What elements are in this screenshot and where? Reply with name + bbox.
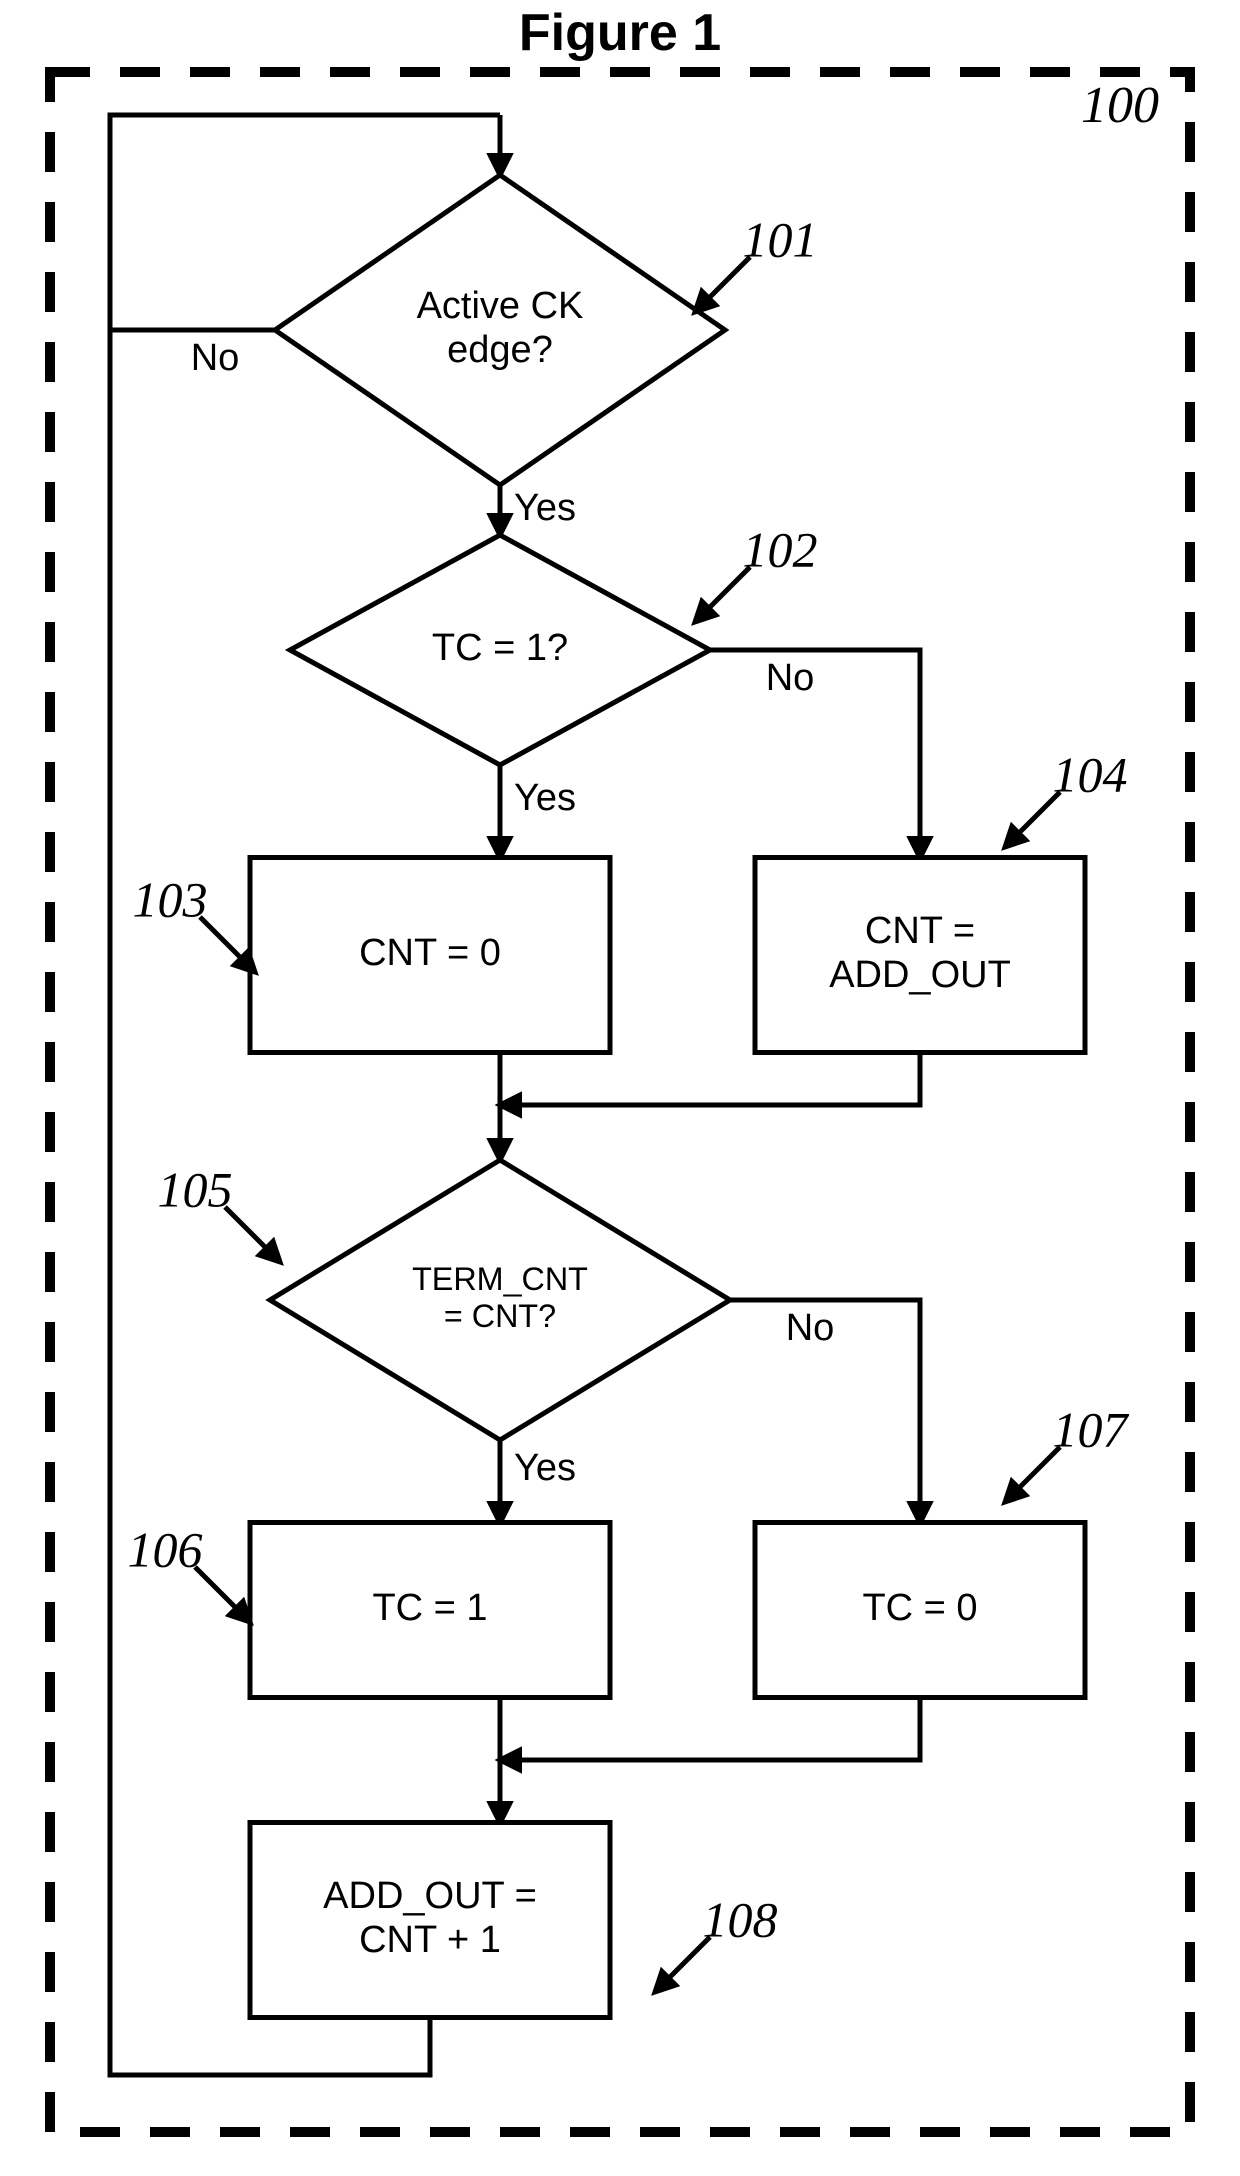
ref-arrow-103	[200, 917, 255, 972]
node-text-d102-0: TC = 1?	[432, 627, 568, 669]
ref-arrow-108	[655, 1937, 710, 1992]
node-text-d101-1: edge?	[447, 329, 553, 371]
node-text-r108-0: ADD_OUT =	[323, 1875, 537, 1917]
flowchart-diagram: Figure 1 100 Yes No Yes No Yes No Active CKedge?…	[0, 0, 1240, 2176]
ref-arrow-101	[695, 257, 750, 312]
ref-label-101: 101	[743, 211, 818, 267]
ref-label-104: 104	[1053, 746, 1128, 802]
edge-e_104_merge	[500, 1052, 920, 1105]
ref-label-108: 108	[703, 1891, 778, 1947]
node-d101: Active CKedge?	[275, 175, 725, 485]
ref-arrow-104	[1005, 792, 1060, 847]
node-r106: TC = 1	[250, 1523, 610, 1698]
node-text-r106-0: TC = 1	[372, 1587, 487, 1629]
edge-label-e_105_yes: Yes	[514, 1447, 576, 1489]
ref-label-107: 107	[1053, 1401, 1130, 1457]
edge-label-e_101_yes: Yes	[514, 487, 576, 529]
node-r104: CNT =ADD_OUT	[755, 858, 1085, 1053]
node-text-d105-1: = CNT?	[444, 1298, 556, 1334]
node-text-r103-0: CNT = 0	[359, 932, 501, 974]
node-d105: TERM_CNT= CNT?	[270, 1160, 730, 1440]
node-r103: CNT = 0	[250, 858, 610, 1053]
edge-e_107_merge	[500, 1698, 920, 1760]
ref-label-102: 102	[743, 521, 818, 577]
ref-label-103: 103	[133, 871, 208, 927]
ref-label-105: 105	[158, 1161, 233, 1217]
edge-label-e_102_no: No	[766, 657, 815, 699]
ref-arrow-105	[225, 1207, 280, 1262]
node-r108: ADD_OUT =CNT + 1	[250, 1823, 610, 2018]
node-text-r104-1: ADD_OUT	[829, 954, 1011, 996]
edge-e_102_no	[710, 650, 920, 858]
edge-label-e_102_yes: Yes	[514, 777, 576, 819]
ref-arrow-106	[195, 1567, 250, 1622]
node-text-r107-0: TC = 0	[862, 1587, 977, 1629]
ref-arrow-102	[695, 567, 750, 622]
node-text-d101-0: Active CK	[417, 285, 584, 327]
border-label: 100	[1081, 77, 1159, 134]
node-text-r108-1: CNT + 1	[359, 1919, 501, 1961]
node-text-r104-0: CNT =	[865, 910, 975, 952]
node-d102: TC = 1?	[290, 535, 710, 765]
edge-label-e_105_no: No	[786, 1307, 835, 1349]
node-text-d105-0: TERM_CNT	[412, 1261, 588, 1297]
ref-label-106: 106	[128, 1521, 203, 1577]
figure-title: Figure 1	[519, 4, 721, 62]
node-r107: TC = 0	[755, 1523, 1085, 1698]
edge-label-e_101_no: No	[191, 337, 240, 379]
ref-arrow-107	[1005, 1447, 1060, 1502]
